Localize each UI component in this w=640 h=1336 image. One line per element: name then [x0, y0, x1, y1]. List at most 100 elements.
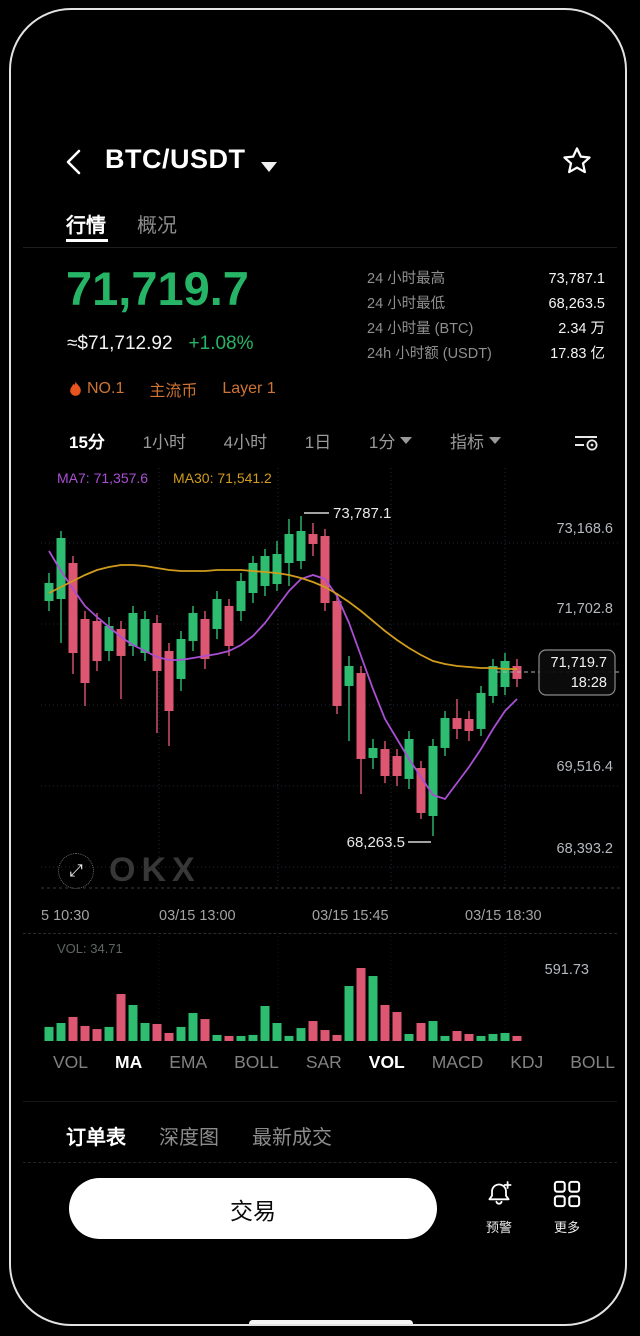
- indicator-tab-boll2[interactable]: BOLL: [570, 1052, 615, 1072]
- grid-icon: [553, 1180, 581, 1208]
- volume-bar: [44, 1026, 54, 1041]
- volume-bar: [512, 1035, 522, 1041]
- pair-dropdown-caret-icon[interactable]: [261, 162, 277, 172]
- bell-plus-icon: [488, 1181, 512, 1205]
- volume-bar: [212, 1034, 222, 1041]
- candle-body: [488, 665, 498, 696]
- divider: [23, 1101, 617, 1102]
- indicator-tab-sar[interactable]: SAR: [305, 1052, 342, 1072]
- home-indicator[interactable]: [249, 1320, 413, 1325]
- volume-chart[interactable]: [41, 936, 621, 1046]
- last-price-time: 18:28: [571, 675, 607, 691]
- tab-order-book[interactable]: 订单表: [66, 1127, 126, 1149]
- tab-market[interactable]: 行情: [66, 215, 106, 237]
- chart-settings-icon[interactable]: [573, 429, 599, 453]
- indicator-tab-boll[interactable]: BOLL: [234, 1052, 279, 1072]
- badges-row: NO.1 主流币 Layer 1: [69, 377, 276, 401]
- candle-body: [260, 555, 270, 586]
- stat-row: 24 小时量 (BTC) 2.34 万: [367, 317, 605, 342]
- indicator-menu[interactable]: 指标: [450, 428, 501, 453]
- candle-body: [224, 605, 234, 647]
- stat-value: 68,263.5: [548, 296, 605, 312]
- candle-body: [164, 650, 174, 712]
- trade-button[interactable]: 交易: [69, 1178, 437, 1239]
- stat-label: 24h 小时额 (USDT): [367, 346, 492, 362]
- layer-badge[interactable]: Layer 1: [222, 380, 276, 397]
- timeframe-15m[interactable]: 15分: [69, 433, 105, 452]
- candle-body: [56, 538, 66, 600]
- volume-bar: [116, 994, 126, 1041]
- tab-depth-chart[interactable]: 深度图: [159, 1127, 219, 1149]
- favorite-star-icon[interactable]: [561, 145, 593, 177]
- category-badge[interactable]: 主流币: [149, 383, 198, 400]
- volume-bar: [200, 1019, 210, 1041]
- indicator-tab-vol[interactable]: VOL: [53, 1052, 89, 1072]
- candle-body: [236, 580, 246, 612]
- volume-bar: [284, 1035, 294, 1041]
- last-price-box: [538, 649, 616, 696]
- candle-body: [464, 718, 474, 731]
- divider: [23, 933, 617, 934]
- y-axis-label: 73,168.6: [557, 521, 613, 537]
- expand-icon[interactable]: ⤢: [58, 852, 94, 889]
- candle-body: [272, 554, 282, 585]
- indicator-tab-ma[interactable]: MA: [115, 1052, 143, 1072]
- active-tab-underline: [66, 239, 108, 242]
- candle-body: [200, 619, 210, 659]
- x-axis-label: 03/15 13:00: [159, 908, 236, 924]
- candle-body: [476, 692, 486, 729]
- candle-body: [500, 661, 510, 688]
- change-percent: +1.08%: [188, 333, 254, 354]
- indicator-tab-macd[interactable]: MACD: [431, 1052, 484, 1072]
- volume-bar: [236, 1035, 246, 1041]
- rank-badge[interactable]: NO.1: [69, 380, 124, 398]
- ma30-legend: MA30: 71,541.2: [173, 470, 272, 486]
- volume-bar: [152, 1023, 162, 1041]
- timeframe-more-label: 1分: [368, 433, 396, 452]
- candle-body: [104, 626, 114, 651]
- candlestick-chart[interactable]: 73,168.6 71,702.8 69,516.4 68,393.2 73,787.1…: [41, 466, 621, 906]
- indicator-menu-label: 指标: [450, 433, 484, 452]
- volume-bar: [320, 1030, 330, 1041]
- volume-bar: [500, 1032, 510, 1041]
- price-subrow: ≈$71,712.92 +1.08%: [67, 333, 254, 355]
- ma7-line: [48, 550, 518, 801]
- candle-body: [392, 756, 402, 777]
- candle-body: [212, 599, 222, 629]
- stat-label: 24 小时最高: [367, 271, 446, 287]
- alert-action[interactable]: 预警: [473, 1179, 525, 1236]
- volume-bar: [368, 976, 378, 1041]
- low-label: 68,263.5: [347, 834, 405, 851]
- candle-body: [284, 534, 294, 563]
- volume-bar: [224, 1035, 234, 1041]
- volume-bar: [416, 1022, 426, 1041]
- timeframe-1d[interactable]: 1日: [304, 433, 332, 452]
- volume-bar: [272, 1022, 282, 1041]
- volume-bar: [332, 1034, 342, 1041]
- x-axis-label: 5 10:30: [41, 908, 90, 924]
- okx-logo: OKX: [109, 851, 201, 889]
- volume-bar: [164, 1032, 174, 1041]
- indicator-tab-vol2[interactable]: VOL: [368, 1052, 405, 1072]
- tab-latest-trades[interactable]: 最新成交: [252, 1127, 332, 1149]
- timeframe-1h[interactable]: 1小时: [142, 433, 187, 452]
- pair-title[interactable]: BTC/USDT: [105, 144, 246, 174]
- candle-body: [452, 718, 462, 729]
- more-action[interactable]: 更多: [541, 1179, 593, 1236]
- caret-down-icon: [489, 437, 501, 444]
- indicator-tab-bar: VOL MA EMA BOLL SAR VOL MACD KDJ BOLL: [53, 1052, 615, 1073]
- tab-overview[interactable]: 概况: [137, 215, 177, 237]
- candle-body: [428, 745, 438, 816]
- timeframe-4h[interactable]: 4小时: [223, 433, 268, 452]
- back-icon[interactable]: [63, 147, 85, 177]
- indicator-tab-ema[interactable]: EMA: [169, 1052, 208, 1072]
- timeframe-more[interactable]: 1分: [368, 428, 413, 453]
- indicator-tab-kdj[interactable]: KDJ: [510, 1052, 544, 1072]
- candle-body: [68, 562, 78, 654]
- volume-bar: [488, 1033, 498, 1041]
- stats-panel: 24 小时最高 73,787.1 24 小时最低 68,263.5 24 小时量 (…: [367, 267, 605, 367]
- rank-badge-label: NO.1: [87, 380, 125, 397]
- caret-down-icon: [400, 437, 413, 444]
- volume-bar: [428, 1021, 438, 1041]
